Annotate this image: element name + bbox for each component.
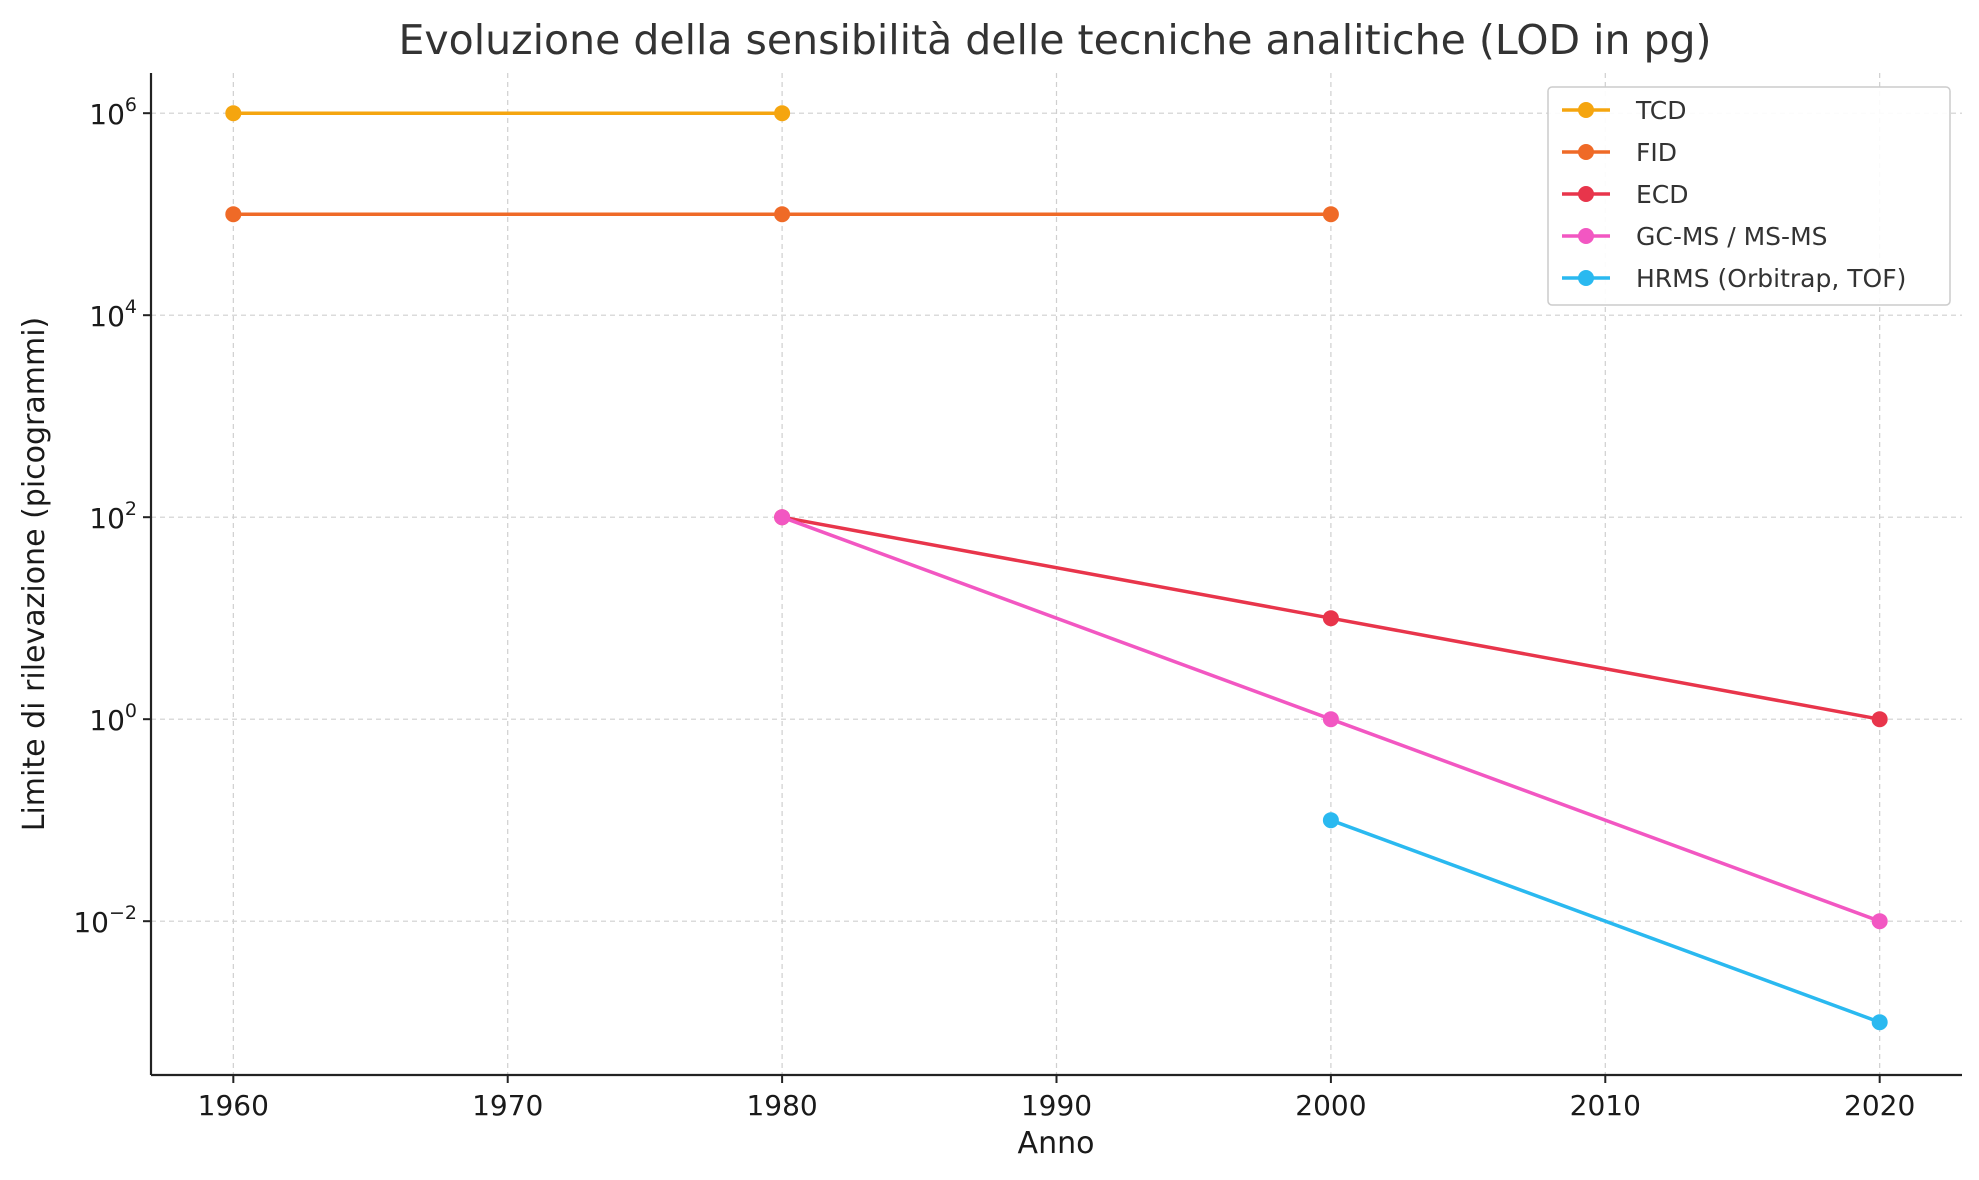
legend-entry-tcd: TCD [1562,96,1687,125]
legend-swatch-marker [1578,228,1594,244]
y-tick-label: 106 [89,94,137,131]
y-tick-label: 10−2 [73,902,137,939]
data-point-gc-ms-ms-ms [774,509,791,526]
x-tick-label: 1990 [1021,1089,1092,1122]
series-layer [225,105,1888,1031]
x-tick-label: 2010 [1570,1089,1641,1122]
legend-label: FID [1636,138,1677,167]
data-point-ecd [1871,711,1888,728]
data-point-ecd [1322,610,1339,627]
x-axis-ticks: 1960 1970 1980 1990 2000 2010 2020 [198,1075,1915,1122]
series-gc-ms-ms-ms [774,509,1888,930]
x-tick-label: 1970 [472,1089,543,1122]
legend-swatch-marker [1578,144,1594,160]
y-axis-ticks: 10−2 100 102 104 106 [73,94,151,939]
y-tick-label: 104 [89,296,137,333]
x-tick-label: 2020 [1844,1089,1915,1122]
series-hrms-orbitrap-tof [1322,812,1888,1031]
legend-frame [1547,86,1951,306]
y-axis-label: Limite di rilevazione (picogrammi) [17,317,52,832]
legend-label: GC-MS / MS-MS [1636,222,1828,251]
data-point-gc-ms-ms-ms [1322,711,1339,728]
legend-entry-fid: FID [1562,138,1677,167]
chart-title: Evoluzione della sensibilità delle tecni… [398,16,1711,64]
data-point-fid [1322,206,1339,223]
legend-swatch-marker [1578,270,1594,286]
series-tcd [225,105,791,122]
legend: TCD FID ECD GC-MS / MS-MS HRMS (Orbitrap, TO… [1547,86,1951,306]
legend-label: TCD [1635,96,1687,125]
data-point-fid [774,206,791,223]
data-point-gc-ms-ms-ms [1871,913,1888,930]
y-tick-label: 102 [89,498,137,535]
x-tick-label: 2000 [1295,1089,1366,1122]
legend-entry-gc-ms-ms-ms: GC-MS / MS-MS [1562,222,1828,251]
legend-swatch-marker [1578,102,1594,118]
legend-label: HRMS (Orbitrap, TOF) [1636,264,1906,293]
legend-swatch-marker [1578,186,1594,202]
data-point-fid [225,206,242,223]
data-point-tcd [225,105,242,122]
legend-entry-ecd: ECD [1562,180,1689,209]
x-tick-label: 1960 [198,1089,269,1122]
data-point-hrms-orbitrap-tof [1322,812,1339,829]
series-line-hrms-orbitrap-tof [1330,818,1881,1024]
y-tick-label: 100 [89,700,137,737]
x-axis-label: Anno [1018,1126,1095,1161]
data-point-tcd [774,105,791,122]
series-fid [225,206,1339,223]
x-tick-label: 1980 [746,1089,817,1122]
data-point-hrms-orbitrap-tof [1871,1014,1888,1031]
legend-label: ECD [1636,180,1689,209]
legend-entry-hrms-orbitrap-tof: HRMS (Orbitrap, TOF) [1562,264,1906,293]
